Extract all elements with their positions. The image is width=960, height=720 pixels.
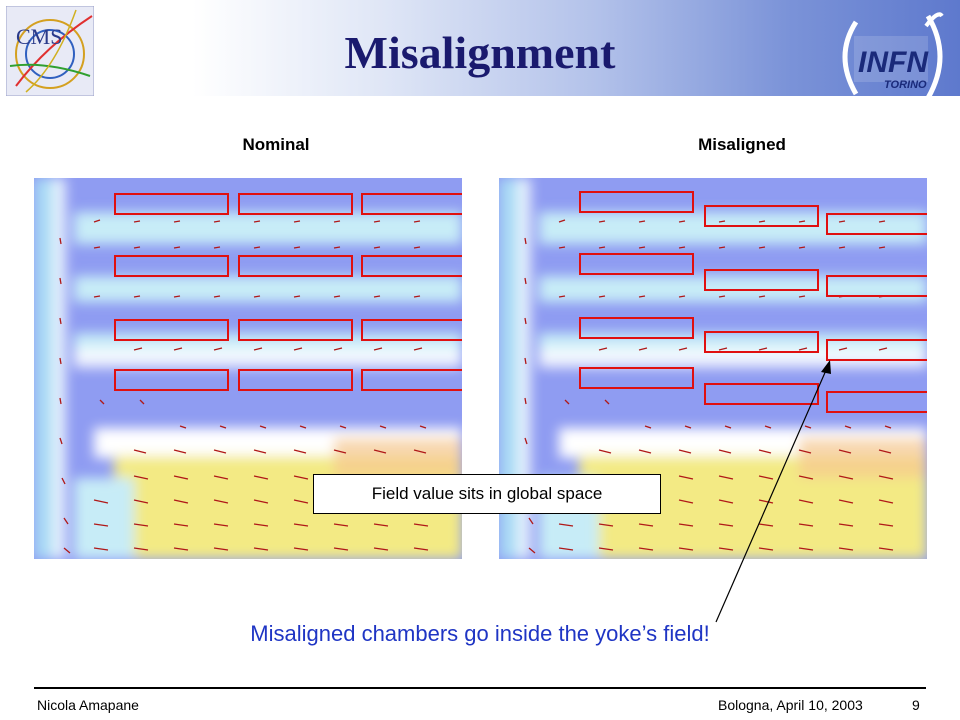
chamber-outline (238, 193, 353, 215)
page-number: 9 (912, 697, 920, 713)
chamber-outline (361, 319, 462, 341)
chamber-outline (579, 317, 694, 339)
chamber-outline (826, 275, 927, 297)
chamber-outline (361, 193, 462, 215)
chamber-outline (704, 331, 819, 353)
chamber-outline (114, 369, 229, 391)
infn-logo: INFN TORINO (842, 12, 944, 100)
chamber-outline (579, 253, 694, 275)
chamber-outline (704, 269, 819, 291)
chamber-outline (114, 319, 229, 341)
chamber-outline (361, 255, 462, 277)
chamber-outline (238, 319, 353, 341)
nominal-chambers (114, 193, 462, 391)
nominal-field-map (34, 178, 462, 559)
chamber-outline (361, 369, 462, 391)
chamber-outline (826, 339, 927, 361)
footer-location-date: Bologna, April 10, 2003 (718, 697, 863, 713)
infn-logo-subtext: TORINO (884, 79, 927, 91)
header-banner (0, 0, 960, 96)
chamber-outline (238, 255, 353, 277)
conclusion-text: Misaligned chambers go inside the yoke’s… (250, 621, 710, 646)
callout-box: Field value sits in global space (313, 474, 661, 514)
chamber-outline (114, 193, 229, 215)
footer-author: Nicola Amapane (37, 697, 139, 713)
chamber-outline (826, 213, 927, 235)
cms-logo: CMS (6, 6, 94, 96)
cms-logo-text: CMS (16, 24, 62, 49)
footer-divider (34, 687, 926, 689)
chamber-outline (579, 191, 694, 213)
nominal-label: Nominal (242, 135, 310, 154)
chamber-outline (238, 369, 353, 391)
chamber-outline (704, 205, 819, 227)
slide-title: Misalignment (344, 27, 616, 78)
chamber-outline (579, 367, 694, 389)
misaligned-label: Misaligned (698, 135, 786, 154)
chamber-outline (114, 255, 229, 277)
infn-logo-text: INFN (858, 46, 929, 79)
misaligned-chambers (579, 191, 927, 413)
